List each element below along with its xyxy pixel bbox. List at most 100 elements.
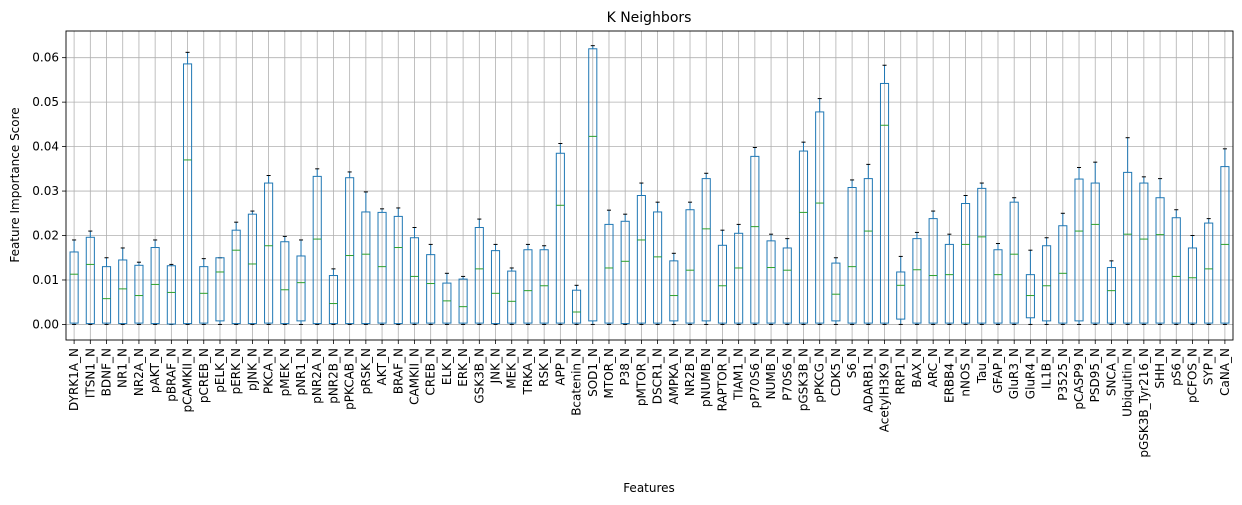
x-tick-label: RSK_N bbox=[537, 348, 551, 387]
x-tick-label: pPKCG_N bbox=[813, 348, 827, 403]
box-iqr bbox=[928, 218, 938, 324]
x-tick-label: CAMKII_N bbox=[407, 348, 421, 405]
box-pPKCG_N bbox=[815, 98, 825, 325]
x-tick-label: pS6_N bbox=[1169, 348, 1183, 386]
box-iqr bbox=[944, 243, 954, 324]
box-RAPTOR_N bbox=[717, 229, 727, 325]
box-iqr bbox=[183, 63, 193, 325]
box-DSCR1_N bbox=[653, 201, 663, 325]
x-tick-label: Tau_N bbox=[975, 348, 989, 384]
x-tick-label: MEK_N bbox=[505, 348, 519, 389]
x-tick-label: pGSK3B_N bbox=[796, 348, 810, 411]
box-P38_N bbox=[620, 213, 630, 325]
box-IL1B_N bbox=[1042, 237, 1052, 325]
box-iqr bbox=[312, 175, 322, 325]
x-tick-label: NUMB_N bbox=[764, 348, 778, 399]
box-pP70S6_N bbox=[750, 146, 760, 325]
box-iqr bbox=[150, 247, 160, 325]
box-CAMKII_N bbox=[409, 227, 420, 325]
box-iqr bbox=[1171, 217, 1181, 324]
box-iqr bbox=[118, 259, 128, 325]
box-BAX_N bbox=[912, 231, 922, 325]
box-MEK_N bbox=[507, 267, 517, 325]
box-pGSK3B_Tyr216_N bbox=[1139, 176, 1149, 325]
box-iqr bbox=[685, 209, 695, 324]
box-iqr bbox=[85, 236, 95, 325]
box-iqr bbox=[588, 48, 598, 322]
box-iqr bbox=[669, 260, 679, 322]
plot-frame bbox=[65, 30, 1234, 341]
box-iqr bbox=[620, 220, 630, 325]
box-pERK_N bbox=[231, 221, 241, 325]
box-pMEK_N bbox=[280, 235, 290, 325]
x-tick-label: ADARB1_N bbox=[861, 348, 875, 413]
x-tick-label: DSCR1_N bbox=[651, 348, 665, 404]
box-iqr bbox=[896, 271, 906, 320]
box-iqr bbox=[977, 187, 987, 324]
x-tick-label: PKCA_N bbox=[262, 348, 276, 394]
box-SNCA_N bbox=[1106, 260, 1116, 325]
box-iqr bbox=[166, 265, 176, 325]
x-tick-label: NR2A_N bbox=[132, 348, 146, 396]
x-tick-label: RRP1_N bbox=[894, 348, 908, 395]
box-pCFOS_N bbox=[1187, 235, 1198, 325]
x-tick-label: pNR2A_N bbox=[310, 348, 324, 404]
box-pGSK3B_N bbox=[798, 141, 809, 325]
x-tick-label: SHH_N bbox=[1153, 348, 1167, 389]
box-iqr bbox=[345, 177, 355, 325]
x-tick-label: pNR2B_N bbox=[326, 348, 340, 404]
x-tick-label: AMPKA_N bbox=[667, 348, 681, 405]
x-tick-label: RAPTOR_N bbox=[715, 348, 729, 411]
box-CDK5_N bbox=[831, 257, 841, 325]
box-AKT_N bbox=[377, 208, 387, 325]
x-tick-label: GSK3B_N bbox=[472, 348, 486, 404]
box-BRAF_N bbox=[393, 207, 403, 325]
x-tick-label: pBRAF_N bbox=[164, 348, 178, 402]
box-RSK_N bbox=[539, 245, 549, 325]
box-SHH_N bbox=[1155, 178, 1165, 325]
box-pRSK_N bbox=[361, 191, 371, 325]
box-iqr bbox=[296, 255, 306, 322]
box-iqr bbox=[539, 249, 549, 324]
x-tick-label: TRKA_N bbox=[521, 348, 535, 396]
x-tick-label: S6_N bbox=[845, 348, 859, 378]
box-iqr bbox=[636, 195, 646, 324]
x-tick-label: pCFOS_N bbox=[1185, 348, 1199, 403]
x-tick-label: NR1_N bbox=[116, 348, 130, 388]
box-pNR2B_N bbox=[328, 268, 338, 325]
box-iqr bbox=[1042, 245, 1052, 322]
x-tick-label: SOD1_N bbox=[586, 348, 600, 397]
box-Bcatenin_N bbox=[572, 284, 582, 325]
box-pJNK_N bbox=[247, 210, 257, 325]
y-axis-title: Feature Importance Score bbox=[8, 107, 22, 262]
y-tick-label: 0.01 bbox=[32, 273, 59, 287]
x-tick-label: SNCA_N bbox=[1104, 348, 1118, 396]
x-tick-label: SYP_N bbox=[1202, 348, 1216, 385]
x-tick-label: AKT_N bbox=[375, 348, 389, 385]
x-axis-title: Features bbox=[623, 481, 675, 495]
box-SOD1_N bbox=[588, 45, 598, 325]
box-iqr bbox=[377, 211, 387, 324]
x-tick-label: pJNK_N bbox=[245, 348, 259, 391]
y-tick-label: 0.05 bbox=[32, 95, 59, 109]
x-tick-label: CDK5_N bbox=[829, 348, 843, 396]
x-tick-label: AcetylH3K9_N bbox=[878, 348, 892, 432]
box-iqr bbox=[1090, 182, 1100, 324]
x-tick-label: Ubiquitin_N bbox=[1121, 348, 1135, 417]
box-GluR4_N bbox=[1025, 249, 1035, 325]
box-iqr bbox=[961, 203, 971, 324]
box-iqr bbox=[750, 155, 760, 324]
box-RRP1_N bbox=[896, 255, 906, 325]
box-iqr bbox=[101, 266, 112, 324]
box-iqr bbox=[215, 257, 225, 322]
box-CREB_N bbox=[426, 243, 436, 325]
x-tick-label: pMEK_N bbox=[278, 348, 292, 396]
x-tick-label: DYRK1A_N bbox=[67, 348, 81, 411]
x-tick-label: pGSK3B_Tyr216_N bbox=[1137, 348, 1151, 458]
chart-title: K Neighbors bbox=[607, 10, 692, 26]
box-iqr bbox=[912, 238, 922, 324]
x-tick-label: pCASP9_N bbox=[1072, 348, 1086, 410]
box-iqr bbox=[798, 150, 809, 324]
box-iqr bbox=[1058, 225, 1068, 324]
box-iqr bbox=[1106, 267, 1116, 324]
